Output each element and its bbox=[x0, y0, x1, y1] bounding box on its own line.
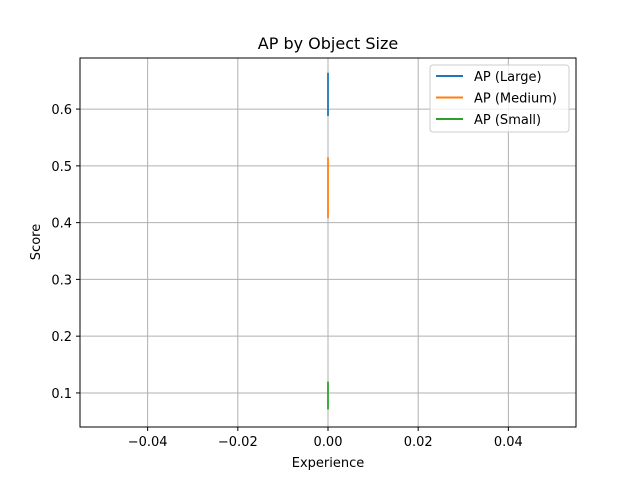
x-tick-label: −0.04 bbox=[128, 435, 168, 450]
x-tick-label: 0.00 bbox=[314, 435, 343, 450]
y-tick-label: 0.3 bbox=[51, 273, 72, 288]
y-tick-label: 0.1 bbox=[51, 387, 72, 402]
y-tick-label: 0.5 bbox=[51, 160, 72, 175]
y-tick-label: 0.4 bbox=[51, 217, 72, 232]
x-tick-label: 0.04 bbox=[494, 435, 523, 450]
y-tick-label: 0.6 bbox=[51, 103, 72, 118]
legend-box bbox=[429, 64, 570, 133]
y-tick-label: 0.2 bbox=[51, 330, 72, 345]
x-axis: −0.04 −0.02 0.00 0.02 0.04 bbox=[128, 427, 523, 450]
x-axis-label: Experience bbox=[292, 456, 365, 471]
x-tick-label: 0.02 bbox=[404, 435, 433, 450]
legend-label-2: AP (Small) bbox=[474, 113, 541, 128]
legend-label-0: AP (Large) bbox=[474, 70, 542, 85]
y-axis-label: Score bbox=[29, 224, 44, 260]
legend-label-1: AP (Medium) bbox=[474, 92, 557, 107]
legend: AP (Large) AP (Medium) AP (Small) bbox=[429, 64, 570, 133]
x-tick-label: −0.02 bbox=[218, 435, 258, 450]
y-axis: 0.1 0.2 0.3 0.4 0.5 0.6 bbox=[51, 103, 80, 402]
chart-title: AP by Object Size bbox=[258, 34, 398, 53]
